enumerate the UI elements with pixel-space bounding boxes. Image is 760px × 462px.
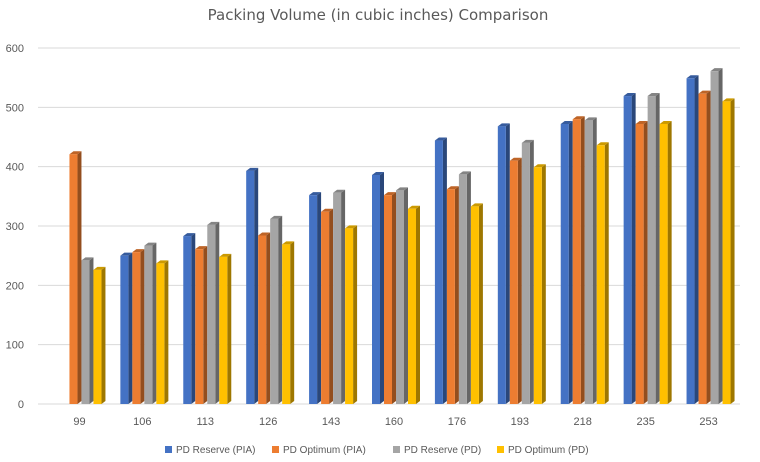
legend-label: PD Optimum (PIA) [283,445,366,456]
bar [408,205,420,404]
legend-label: PD Optimum (PD) [508,445,589,456]
bar [698,90,711,404]
y-tick-label: 200 [6,280,24,292]
bar [270,215,283,404]
legend-swatch [497,446,504,453]
legend-swatch [393,446,400,453]
bar [195,246,208,404]
legend-swatch [165,446,172,453]
x-tick-label: 193 [511,416,529,428]
bar [81,257,94,404]
y-tick-label: 500 [6,102,24,114]
legend-label: PD Reserve (PD) [404,445,481,456]
bar [309,192,322,404]
bar [132,249,145,404]
x-tick-label: 143 [322,416,340,428]
bar [572,116,585,404]
bar [69,151,82,404]
bar [396,187,408,404]
bar [635,120,648,405]
legend-item: PD Optimum (PD) [497,445,589,456]
legend-label: PD Reserve (PIA) [176,445,255,456]
bar [333,189,346,404]
bar [207,221,220,404]
bar [521,139,534,404]
bar [282,241,295,404]
bar [384,192,396,404]
legend: PD Reserve (PIA) PD Optimum (PIA) PD Reser… [165,445,589,456]
bar [345,225,358,404]
x-axis-ticks: 99 106 113 126 143 160 176 193 218 235 253 [73,416,717,428]
bar [497,123,510,404]
x-tick-label: 160 [385,416,403,428]
bar [509,157,522,404]
x-tick-label: 176 [448,416,466,428]
bar [647,93,660,404]
bar [659,120,672,405]
bar [321,208,334,404]
bar [434,137,447,404]
bar [183,233,196,404]
bar [93,266,106,404]
legend-item: PD Reserve (PD) [393,445,481,456]
x-tick-label: 106 [133,416,151,428]
y-tick-label: 100 [6,340,24,352]
bar [120,252,133,404]
legend-item: PD Reserve (PIA) [165,445,255,456]
x-tick-label: 113 [196,416,214,428]
bar [686,75,699,404]
bar [219,253,232,404]
y-tick-label: 400 [6,162,24,174]
bar [156,260,169,404]
bar [144,242,157,404]
bar [470,203,483,404]
bar [596,142,609,404]
y-tick-label: 600 [6,43,24,55]
chart-title: Packing Volume (in cubic inches) Compari… [207,6,549,24]
x-tick-label: 126 [259,416,277,428]
legend-item: PD Optimum (PIA) [272,445,366,456]
bar [446,186,459,404]
bar [722,98,735,405]
bar [258,232,271,404]
y-axis-ticks: 0 100 200 300 400 500 600 [6,43,24,411]
bar [623,93,636,404]
bar [533,164,546,404]
y-tick-label: 0 [18,399,24,411]
bar [372,171,384,404]
x-tick-label: 218 [574,416,592,428]
bar [560,120,573,405]
bar [458,171,471,404]
bar [710,68,723,404]
x-tick-label: 99 [73,416,85,428]
bars [69,68,735,405]
y-tick-label: 300 [6,221,24,233]
x-tick-label: 235 [636,416,654,428]
bar [246,167,259,404]
legend-swatch [272,446,279,453]
x-tick-label: 253 [699,416,717,428]
bar [584,117,597,405]
